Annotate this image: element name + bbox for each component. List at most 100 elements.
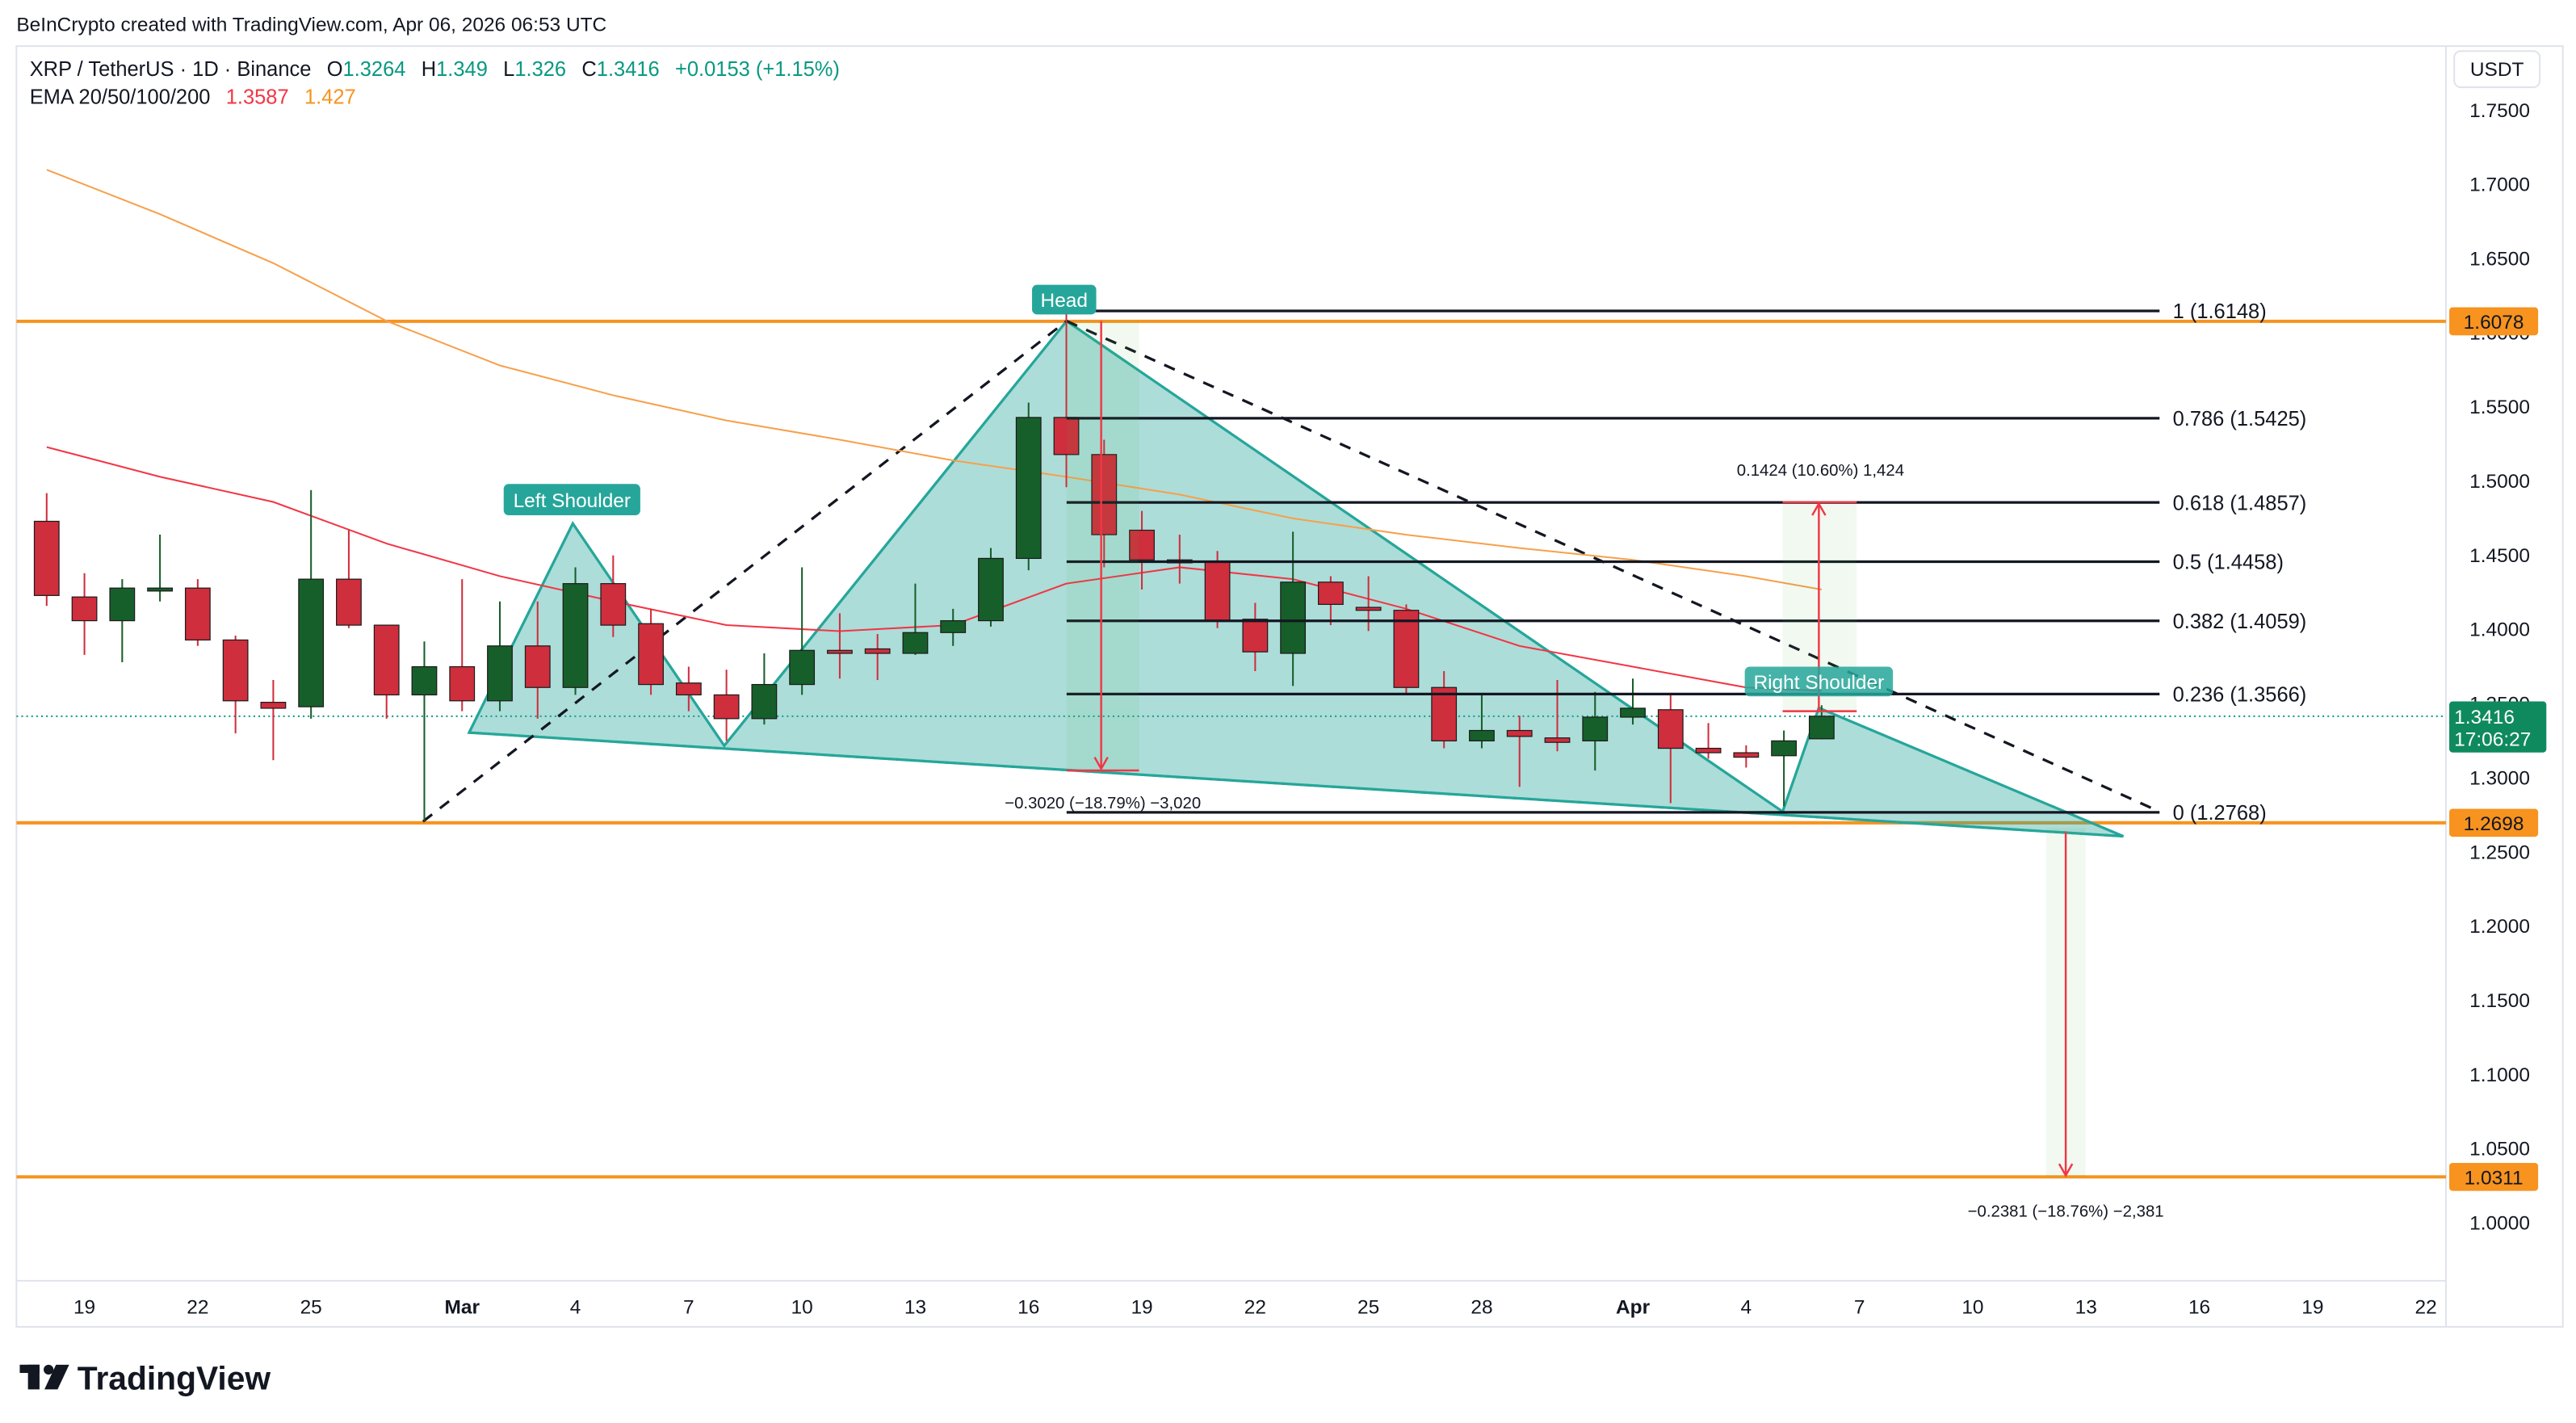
- candle-body: [1582, 716, 1609, 741]
- fib-label: 0.382 (1.4059): [2173, 611, 2307, 633]
- indicator-line: EMA 20/50/100/200 1.3587 1.427: [30, 86, 356, 108]
- fib-label: 0.786 (1.5425): [2173, 408, 2307, 430]
- countdown: 17:06:27: [2454, 729, 2531, 751]
- footer-brand: TradingView: [78, 1359, 271, 1396]
- y-tick-label: 1.1500: [2469, 990, 2530, 1012]
- candle-body: [373, 624, 400, 696]
- candle-body: [1506, 729, 1533, 737]
- fib-label: 1 (1.6148): [2173, 300, 2267, 323]
- candle-body: [600, 583, 627, 626]
- fibonacci: 1 (1.6148) 0.786 (1.5425) 0.618 (1.4857) 0.…: [1066, 300, 2307, 825]
- fib-label: 0 (1.2768): [2173, 802, 2267, 825]
- candles: [33, 310, 1835, 821]
- fib-label: 0.618 (1.4857): [2173, 492, 2307, 514]
- low-value: 1.326: [514, 58, 566, 81]
- y-tick-label: 1.6500: [2469, 248, 2530, 270]
- ema-value: 1.427: [304, 86, 356, 108]
- label-box: [1032, 284, 1097, 315]
- candle-body: [1544, 737, 1571, 743]
- x-tick-label: 28: [1471, 1297, 1492, 1319]
- candle-body: [1733, 752, 1760, 758]
- currency[interactable]: USDT: [2470, 59, 2524, 81]
- candle-body: [751, 683, 778, 720]
- measure-label: 0.1424 (10.60%) 1,424: [1737, 462, 1904, 480]
- candle-body: [109, 587, 136, 622]
- candle-body: [1771, 740, 1798, 757]
- creator-note: BeInCrypto created with TradingView.com,…: [16, 15, 606, 36]
- candle-body: [827, 649, 853, 654]
- x-tick-label: 16: [2188, 1297, 2210, 1319]
- candle-body: [902, 632, 929, 654]
- currency-box[interactable]: [2453, 50, 2541, 89]
- pattern-drawing: [422, 319, 2160, 838]
- x-tick-label: 7: [1854, 1297, 1865, 1319]
- candle-body: [1129, 529, 1155, 560]
- y-tick-label: 1.5000: [2469, 471, 2530, 493]
- footer-logo: TradingView: [19, 1359, 271, 1396]
- fib-label: 0.236 (1.3566): [2173, 683, 2307, 706]
- x-tick-label: 19: [1131, 1297, 1152, 1319]
- candle-body: [184, 587, 211, 641]
- level-price-box: [2449, 1162, 2539, 1191]
- level-price: 1.0311: [2465, 1167, 2524, 1189]
- x-tick-label: 22: [2415, 1297, 2437, 1319]
- ema-value: 1.3587: [226, 86, 289, 108]
- logo-shape: [44, 1364, 69, 1390]
- candle-body: [1355, 607, 1382, 611]
- candle-body: [411, 665, 438, 696]
- candle-body: [71, 596, 98, 622]
- trend-line: [1066, 320, 2160, 813]
- left-shoulder-label: Left Shoulder: [514, 490, 631, 512]
- candle-body: [675, 682, 702, 696]
- candle-body: [1620, 707, 1646, 718]
- x-tick-label: 13: [2075, 1297, 2097, 1319]
- ohlc-letter: L: [503, 58, 514, 81]
- ohlc-letter: C: [581, 58, 596, 81]
- chart-frame: [15, 45, 2564, 1328]
- candle-body: [940, 619, 967, 633]
- right-shoulder-label: Right Shoulder: [1753, 672, 1884, 694]
- candle-body: [1280, 581, 1307, 654]
- trend-line: [422, 320, 1068, 823]
- ohlc-letter: H: [422, 58, 436, 81]
- candle-body: [1808, 716, 1835, 740]
- y-tick-label: 1.5500: [2469, 397, 2530, 418]
- candle-body: [1657, 709, 1684, 749]
- arrow-head: [2058, 1163, 2074, 1177]
- x-tick-label: 10: [1961, 1297, 1983, 1319]
- x-tick-label: 22: [187, 1297, 208, 1319]
- logo-shape: [27, 1364, 40, 1390]
- last-price-box: [2449, 701, 2547, 753]
- candle-body: [713, 694, 740, 720]
- candle-body: [1431, 686, 1458, 741]
- candle-body: [298, 578, 325, 707]
- symbol-line: XRP / TetherUS · 1D · Binance O1.3264 H1…: [30, 58, 840, 81]
- x-tick-label: 7: [683, 1297, 694, 1319]
- arrow-head: [1093, 757, 1109, 771]
- ema-line: [46, 169, 1823, 590]
- candle-body: [336, 578, 362, 626]
- indicator-name: EMA 20/50/100/200: [30, 86, 211, 108]
- x-tick-label: 25: [1357, 1297, 1379, 1319]
- level-price-box: [2449, 307, 2539, 336]
- logo-shape: [44, 1364, 54, 1375]
- x-tick-label: 4: [570, 1297, 581, 1319]
- candle-body: [1469, 729, 1495, 741]
- change-value: +0.0153 (+1.15%): [675, 58, 840, 81]
- candle-body: [260, 701, 287, 709]
- candle-body: [1015, 417, 1042, 560]
- ohlc-letter: O: [327, 58, 343, 81]
- y-tick-label: 1.4500: [2469, 545, 2530, 567]
- x-tick-label: 4: [1741, 1297, 1752, 1319]
- head-label: Head: [1041, 290, 1088, 312]
- y-tick-label: 1.7000: [2469, 174, 2530, 196]
- horizontal-levels: [16, 319, 2446, 1179]
- y-tick-label: 1.2000: [2469, 916, 2530, 938]
- candle-body: [222, 639, 249, 702]
- y-tick-label: 1.3000: [2469, 767, 2530, 789]
- fib-label: 0.5 (1.4458): [2173, 552, 2284, 574]
- y-tick-label: 1.0000: [2469, 1213, 2530, 1235]
